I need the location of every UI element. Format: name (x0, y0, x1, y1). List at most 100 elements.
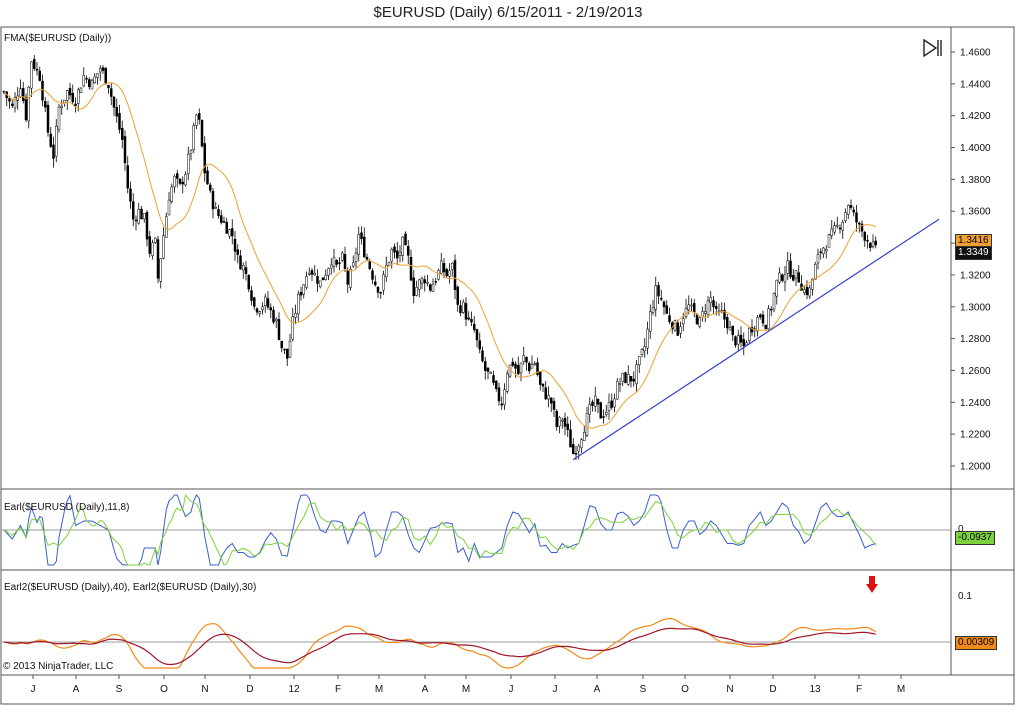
candle-body (863, 231, 866, 241)
candle-body (594, 395, 597, 407)
candle-body (423, 279, 426, 284)
candle-body (269, 307, 272, 311)
candlestick-series (2, 54, 877, 461)
candle-body (602, 416, 605, 418)
candle-body (38, 70, 41, 81)
candle-body (742, 339, 745, 347)
candle-body (577, 445, 580, 452)
candle-body (706, 300, 710, 315)
candle-body (701, 311, 704, 318)
time-tick-label: N (201, 684, 208, 695)
skip-to-end-icon[interactable] (921, 37, 943, 59)
candle-body (426, 281, 429, 284)
candle-body (198, 113, 201, 120)
candle-body (632, 378, 635, 382)
candle-body (764, 324, 767, 330)
oscillator-1-zero-tick: 0 (958, 524, 964, 535)
candle-body (618, 383, 622, 385)
candle-body (294, 313, 297, 318)
candle-body (13, 97, 17, 109)
candle-body (803, 289, 806, 293)
candle-body (585, 413, 589, 436)
candle-body (649, 311, 652, 332)
candle-body (338, 262, 341, 264)
price-tick-label: 1.3000 (960, 302, 991, 313)
candle-body (332, 257, 336, 267)
candle-body (250, 290, 253, 301)
price-tick-label: 1.4200 (960, 111, 991, 122)
candle-body (789, 260, 792, 278)
candle-body (90, 79, 94, 90)
candle-body (123, 136, 127, 164)
candle-body (500, 403, 503, 406)
oscillator-1-slow-line (3, 494, 877, 566)
candle-body (165, 216, 168, 238)
candle-body (629, 375, 633, 382)
candle-body (126, 165, 129, 189)
time-tick-label: D (246, 684, 253, 695)
candle-body (264, 296, 267, 306)
candle-body (60, 105, 63, 108)
candle-body (552, 400, 556, 410)
oscillator-2-tick: 0.1 (958, 591, 972, 602)
candle-body (783, 274, 787, 283)
oscillator-1-badge: -0.0937 (955, 531, 995, 545)
candle-body (651, 307, 655, 313)
candle-body (613, 398, 616, 408)
time-tick-label: A (422, 684, 429, 695)
candle-body (767, 308, 770, 330)
candle-body (258, 311, 261, 314)
candle-body (442, 263, 446, 273)
candle-body (569, 429, 572, 448)
time-tick-label: D (769, 684, 776, 695)
candle-body (79, 87, 83, 93)
candle-body (277, 319, 281, 340)
candle-body (467, 317, 470, 320)
candle-body (547, 395, 550, 400)
candle-body (401, 236, 404, 256)
candle-body (596, 398, 600, 405)
ma-price-badge: 1.3416 (955, 234, 992, 248)
candle-body (8, 98, 11, 102)
candle-body (761, 314, 765, 324)
candle-body (41, 80, 44, 101)
candle-body (456, 286, 459, 305)
candle-body (511, 361, 514, 366)
candle-body (506, 373, 509, 392)
candle-body (563, 417, 567, 427)
candle-body (121, 127, 124, 140)
candle-body (319, 280, 322, 287)
candle-body (624, 372, 627, 384)
candle-body (68, 88, 72, 96)
candle-body (627, 374, 630, 385)
candle-body (871, 241, 875, 247)
candle-body (46, 104, 50, 133)
candle-body (819, 251, 822, 254)
candle-body (148, 236, 151, 254)
candle-body (420, 278, 424, 284)
candle-body (481, 350, 484, 362)
candle-body (382, 274, 385, 291)
candle-body (855, 212, 858, 223)
candle-body (220, 215, 223, 223)
candle-body (869, 242, 872, 248)
candle-body (360, 232, 363, 240)
candle-body (396, 250, 399, 259)
candle-body (874, 240, 877, 246)
candle-body (297, 293, 300, 315)
candle-body (288, 340, 292, 358)
candle-body (844, 212, 847, 222)
candle-body (794, 270, 798, 279)
candle-body (181, 181, 184, 185)
candle-body (343, 254, 347, 269)
candle-body (852, 209, 855, 213)
oscillator-2-badge: 0.00309 (955, 636, 998, 650)
candle-body (816, 254, 820, 264)
candle-body (200, 119, 204, 147)
candle-body (555, 410, 558, 427)
time-tick-label: M (375, 684, 383, 695)
candle-body (728, 327, 732, 331)
candle-body (35, 68, 39, 71)
candle-body (159, 258, 162, 282)
